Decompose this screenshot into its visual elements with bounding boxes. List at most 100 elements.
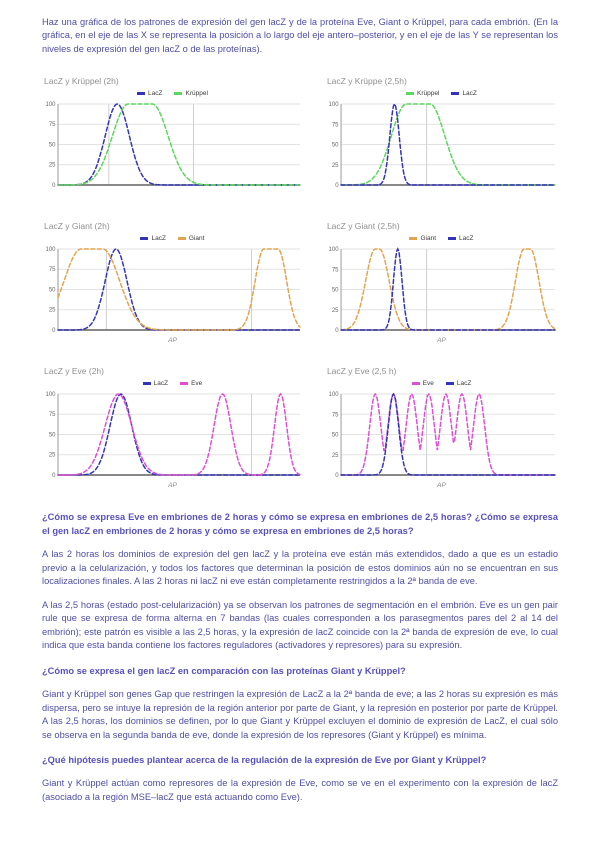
- legend-item: LacZ: [448, 235, 473, 242]
- chart-lacz-giant-2h: LacZ y Giant (2h) LacZ Giant 100 75 50 25 0 A…: [42, 221, 303, 346]
- svg-text:25: 25: [332, 308, 339, 314]
- svg-text:100: 100: [328, 102, 339, 108]
- eve-legend-swatch: [180, 382, 189, 386]
- chart-legend: Giant LacZ: [325, 233, 558, 244]
- chart-legend: Eve LacZ: [325, 378, 558, 389]
- svg-text:25: 25: [49, 453, 56, 459]
- svg-text:0: 0: [335, 183, 339, 189]
- lacz-legend-swatch: [448, 237, 457, 241]
- svg-text:25: 25: [49, 163, 56, 169]
- legend-label: Giant: [420, 235, 437, 243]
- svg-text:25: 25: [49, 308, 56, 314]
- chart-lacz-kruppel-2-5h: LacZ y Krüppe (2,5h) Krüppel LacZ 100 75 50…: [325, 76, 558, 201]
- lacz-legend-swatch: [137, 92, 146, 96]
- legend-label: LacZ: [462, 90, 477, 98]
- krüppel-legend-swatch: [174, 92, 183, 96]
- lacz-curve: [340, 392, 556, 477]
- svg-text:25: 25: [332, 163, 339, 169]
- x-axis-label: AP: [437, 337, 446, 345]
- x-axis-label: AP: [437, 482, 446, 490]
- x-axis-label: [325, 192, 558, 201]
- legend-label: Giant: [188, 235, 205, 243]
- legend-item: Giant: [409, 235, 436, 242]
- chart-row-kruppel: LacZ y Krüppel (2h) LacZ Krüppel 100 75 50 2…: [42, 76, 558, 201]
- chart-row-eve: LacZ y Eve (2h) LacZ Eve 100 75 50 25 0 AP La…: [42, 366, 558, 491]
- svg-text:75: 75: [332, 123, 339, 129]
- x-axis-label: AP: [168, 482, 177, 490]
- lacz-legend-swatch: [140, 237, 149, 241]
- svg-text:75: 75: [49, 268, 56, 274]
- svg-text:100: 100: [45, 392, 56, 398]
- svg-text:75: 75: [332, 413, 339, 419]
- svg-text:50: 50: [332, 433, 339, 439]
- answer-2: Giant y Krüppel son genes Gap que restri…: [42, 689, 558, 740]
- question-3: ¿Qué hipótesis puedes plantear acerca de…: [42, 754, 487, 765]
- x-axis-label: [42, 192, 303, 201]
- chart-lacz-eve-2-5h: LacZ y Eve (2,5 h) Eve LacZ 100 75 50 25 0 AP: [325, 366, 558, 491]
- chart-row-giant: LacZ y Giant (2h) LacZ Giant 100 75 50 25 0 A…: [42, 221, 558, 346]
- svg-text:50: 50: [49, 288, 56, 294]
- legend-label: LacZ: [151, 235, 166, 243]
- answer-1-paragraph-1: A las 2 horas los dominios de expresión …: [42, 549, 558, 587]
- chart-lacz-kruppel-2h: LacZ y Krüppel (2h) LacZ Krüppel 100 75 50 2…: [42, 76, 303, 201]
- chart-title: LacZ y Giant (2,5h): [326, 221, 400, 232]
- giant-curve: [57, 248, 301, 332]
- legend-item: LacZ: [140, 235, 166, 243]
- chart-title: LacZ y Krüppel (2h): [44, 76, 119, 87]
- legend-label: Eve: [191, 380, 203, 388]
- krüppel-legend-swatch: [406, 92, 415, 96]
- lacz-curve: [340, 102, 556, 187]
- legend-item: Eve: [411, 380, 434, 388]
- chart-legend: LacZ Eve: [42, 378, 303, 389]
- svg-text:75: 75: [49, 413, 56, 419]
- chart-lacz-eve-2h: LacZ y Eve (2h) LacZ Eve 100 75 50 25 0 AP: [42, 366, 303, 491]
- chart-canvas: 100 75 50 25 0: [45, 102, 301, 189]
- legend-label: Krüppel: [185, 90, 208, 98]
- chart-legend: LacZ Giant: [42, 233, 303, 244]
- legend-label: Eve: [422, 380, 434, 388]
- legend-item: LacZ: [142, 380, 169, 388]
- chart-title: LacZ y Eve (2h): [44, 366, 104, 377]
- chart-title: LacZ y Eve (2,5 h): [326, 366, 397, 377]
- legend-label: LacZ: [148, 90, 163, 98]
- legend-item: Krüppel: [174, 90, 208, 98]
- legend-item: Giant: [177, 235, 205, 243]
- legend-item: LacZ: [137, 90, 162, 97]
- legend-label: LacZ: [153, 380, 169, 388]
- krüppel-curve: [57, 103, 301, 187]
- legend-label: Krüppel: [417, 90, 440, 98]
- svg-text:50: 50: [49, 143, 56, 149]
- legend-item: LacZ: [451, 90, 477, 98]
- chart-canvas: 100 75 50 25 0: [328, 247, 556, 334]
- lacz-legend-swatch: [451, 92, 460, 96]
- svg-text:0: 0: [335, 328, 339, 334]
- svg-text:75: 75: [332, 268, 339, 274]
- lacz-curve: [340, 247, 556, 332]
- svg-text:0: 0: [52, 328, 56, 334]
- answer-3: Giant y Krüppel actúan como represores d…: [42, 778, 558, 802]
- x-axis-label: AP: [168, 337, 177, 345]
- svg-text:75: 75: [49, 123, 56, 129]
- charts-section: LacZ y Krüppel (2h) LacZ Krüppel 100 75 50 2…: [42, 76, 558, 491]
- answer-1-paragraph-2: A las 2,5 horas (estado post-celularizac…: [42, 599, 558, 651]
- eve-curve: [57, 393, 301, 477]
- chart-legend: LacZ Krüppel: [42, 88, 303, 99]
- legend-item: LacZ: [445, 380, 472, 388]
- chart-title: LacZ y Giant (2h): [44, 221, 110, 232]
- chart-lacz-giant-2-5h: LacZ y Giant (2,5h) Giant LacZ 100 75 50 25 0…: [325, 221, 558, 346]
- question-1: ¿Cómo se expresa Eve en embriones de 2 h…: [42, 512, 558, 536]
- chart-canvas: 100 75 50 25 0: [328, 102, 556, 189]
- giant-legend-swatch: [409, 237, 418, 241]
- svg-text:100: 100: [45, 102, 56, 108]
- chart-canvas: 100 75 50 25 0: [45, 392, 301, 479]
- legend-label: LacZ: [456, 380, 472, 388]
- chart-canvas: 100 75 50 25 0: [328, 392, 556, 479]
- svg-text:25: 25: [332, 453, 339, 459]
- chart-legend: Krüppel LacZ: [325, 88, 558, 99]
- svg-text:0: 0: [52, 473, 56, 479]
- chart-title: LacZ y Krüppe (2,5h): [326, 76, 407, 87]
- lacz-legend-swatch: [142, 382, 151, 386]
- lacz-legend-swatch: [445, 382, 454, 386]
- svg-text:100: 100: [328, 247, 339, 253]
